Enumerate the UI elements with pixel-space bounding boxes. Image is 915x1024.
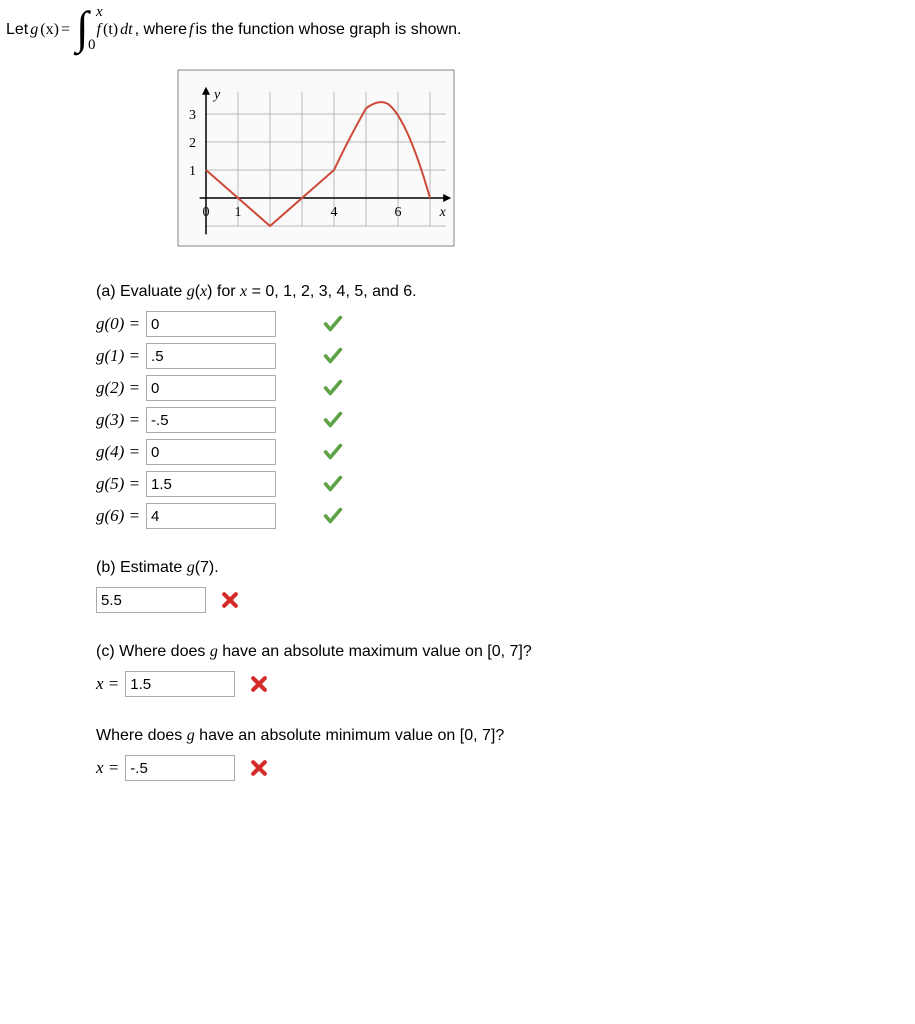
var-g: g	[30, 21, 38, 39]
svg-text:2: 2	[189, 136, 196, 151]
x-icon	[249, 674, 269, 694]
part-c-min-prompt: Where does g have an absolute minimum va…	[96, 727, 915, 745]
part-a-prompt: (a) Evaluate g(x) for x = 0, 1, 2, 3, 4,…	[96, 283, 915, 301]
g4-input[interactable]	[146, 439, 276, 465]
part-c-max: (c) Where does g have an absolute maximu…	[96, 643, 915, 697]
check-icon	[322, 505, 344, 527]
svg-text:1: 1	[189, 164, 196, 179]
answer-row-g0: g(0) =	[96, 311, 915, 337]
g7-input[interactable]	[96, 587, 206, 613]
integral: ∫ x 0	[76, 12, 89, 48]
part-b-prompt: (b) Estimate g(7).	[96, 559, 915, 577]
g3-label: g(3) =	[96, 410, 140, 430]
svg-text:3: 3	[189, 108, 196, 123]
integral-upper: x	[96, 4, 103, 21]
svg-text:4: 4	[331, 205, 338, 220]
g2-input[interactable]	[146, 375, 276, 401]
part-c-min-row: x =	[96, 755, 915, 781]
g1-input[interactable]	[146, 343, 276, 369]
check-icon	[322, 313, 344, 335]
g1-label: g(1) =	[96, 346, 140, 366]
g5-label: g(5) =	[96, 474, 140, 494]
text-let: Let	[6, 21, 28, 39]
graph-svg: 1230146yx321	[176, 68, 456, 248]
svg-text:0: 0	[203, 205, 210, 220]
part-b-row	[96, 587, 915, 613]
check-icon	[322, 409, 344, 431]
answer-row-g5: g(5) =	[96, 471, 915, 497]
check-icon	[322, 377, 344, 399]
part-a: (a) Evaluate g(x) for x = 0, 1, 2, 3, 4,…	[96, 283, 915, 529]
g0-input[interactable]	[146, 311, 276, 337]
var-f: f	[97, 21, 101, 39]
answer-row-g6: g(6) =	[96, 503, 915, 529]
part-c-max-row: x =	[96, 671, 915, 697]
check-icon	[322, 473, 344, 495]
x-icon	[220, 590, 240, 610]
integral-lower: 0	[88, 37, 96, 54]
part-b: (b) Estimate g(7).	[96, 559, 915, 613]
g6-input[interactable]	[146, 503, 276, 529]
answer-row-g2: g(2) =	[96, 375, 915, 401]
part-c-max-prompt: (c) Where does g have an absolute maximu…	[96, 643, 915, 661]
text-where: , where	[135, 21, 187, 39]
x-icon	[249, 758, 269, 778]
text-rest: is the function whose graph is shown.	[195, 21, 461, 39]
svg-text:y: y	[212, 87, 221, 102]
g6-label: g(6) =	[96, 506, 140, 526]
g4-label: g(4) =	[96, 442, 140, 462]
g2-label: g(2) =	[96, 378, 140, 398]
problem-statement: Let g(x) = ∫ x 0 f(t) dt , where f is th…	[6, 12, 915, 48]
x-equals-label-2: x =	[96, 758, 119, 778]
g5-input[interactable]	[146, 471, 276, 497]
content-block: (a) Evaluate g(x) for x = 0, 1, 2, 3, 4,…	[96, 283, 915, 781]
svg-text:x: x	[439, 205, 447, 220]
g0-label: g(0) =	[96, 314, 140, 334]
answer-row-g1: g(1) =	[96, 343, 915, 369]
check-icon	[322, 441, 344, 463]
g3-input[interactable]	[146, 407, 276, 433]
arg-x: (x)	[40, 21, 59, 39]
graph: 1230146yx321	[176, 68, 915, 253]
x-equals-label: x =	[96, 674, 119, 694]
max-input[interactable]	[125, 671, 235, 697]
svg-text:1: 1	[235, 205, 242, 220]
part-c-min: Where does g have an absolute minimum va…	[96, 727, 915, 781]
answer-row-g3: g(3) =	[96, 407, 915, 433]
equals: =	[61, 21, 70, 39]
min-input[interactable]	[125, 755, 235, 781]
var-f2: f	[189, 21, 193, 39]
svg-text:6: 6	[395, 205, 402, 220]
check-icon	[322, 345, 344, 367]
dt: dt	[120, 21, 132, 39]
integral-sign: ∫	[76, 10, 89, 46]
arg-t: (t)	[103, 21, 118, 39]
answer-row-g4: g(4) =	[96, 439, 915, 465]
